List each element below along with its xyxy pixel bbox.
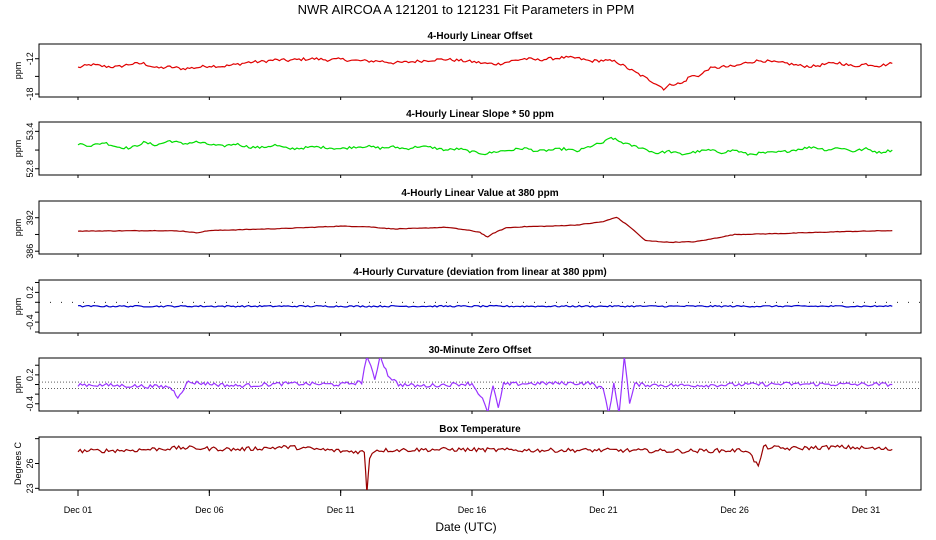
y-tick-label: -0.4: [25, 396, 35, 412]
series-line: [77, 444, 893, 490]
panel-6: Box Temperature Degrees C23 26: [13, 424, 922, 493]
y-tick-label: -12: [25, 52, 35, 65]
panel-frame: [38, 357, 922, 412]
x-tick-label: Dec 31: [852, 505, 881, 515]
y-tick-label: 53.4: [25, 123, 35, 141]
y-axis-label: ppm: [13, 376, 23, 394]
panel-5: 30-Minute Zero Offset ppm-0.4 0.2: [13, 345, 922, 414]
x-tick-label: Dec 01: [64, 505, 93, 515]
panel-frame: [38, 43, 922, 98]
x-axis-label: Date (UTC): [435, 520, 496, 534]
panel-frame: [38, 279, 922, 334]
y-axis-label: ppm: [13, 62, 23, 80]
y-tick-label: 23: [25, 483, 35, 493]
panel-1: 4-Hourly Linear Offset ppm-18 -12: [13, 31, 922, 101]
y-axis-label: ppm: [13, 298, 23, 316]
x-tick-label: Dec 16: [458, 505, 487, 515]
panel-4: 4-Hourly Curvature (deviation from linea…: [13, 267, 922, 336]
y-axis-label: ppm: [13, 219, 23, 237]
y-tick-label: 386: [25, 244, 35, 259]
panel-title: 30-Minute Zero Offset: [429, 345, 532, 356]
panel-title: 4-Hourly Linear Value at 380 ppm: [401, 188, 558, 199]
x-tick-label: Dec 06: [195, 505, 224, 515]
panels: 4-Hourly Linear Offsetppm-18-124-Hourly …: [13, 31, 922, 493]
panel-frame: [38, 121, 922, 176]
x-axis: Dec 01 Dec 06 Dec 11 Dec 16 Dec 21 Dec 26 Dec …: [64, 490, 881, 515]
chart-title: NWR AIRCOA A 121201 to 121231 Fit Parame…: [298, 2, 635, 17]
x-tick-label: Dec 26: [720, 505, 749, 515]
y-tick-label: -18: [25, 88, 35, 101]
y-tick-label: 26: [25, 458, 35, 468]
y-axis-label: Degrees C: [13, 441, 23, 485]
series-line: [77, 55, 893, 91]
x-tick-label: Dec 11: [327, 505, 355, 515]
y-tick-label: 52.8: [25, 160, 35, 178]
panel-frame: [38, 436, 922, 491]
panel-frame: [38, 200, 922, 255]
series-line: [77, 136, 893, 156]
y-tick-label: -0.4: [25, 314, 35, 330]
panel-title: 4-Hourly Curvature (deviation from linea…: [353, 267, 606, 278]
y-axis-label: ppm: [13, 140, 23, 158]
panel-title: 4-Hourly Linear Slope * 50 ppm: [406, 109, 554, 120]
panel-title: 4-Hourly Linear Offset: [427, 31, 533, 42]
panel-title: Box Temperature: [439, 424, 521, 435]
series-line: [77, 304, 893, 308]
y-tick-label: 0.2: [25, 286, 35, 299]
y-tick-label: 0.2: [25, 369, 35, 382]
x-tick-label: Dec 21: [589, 505, 618, 515]
series-line: [77, 358, 893, 411]
series-line: [77, 216, 893, 244]
y-tick-label: 392: [25, 210, 35, 225]
